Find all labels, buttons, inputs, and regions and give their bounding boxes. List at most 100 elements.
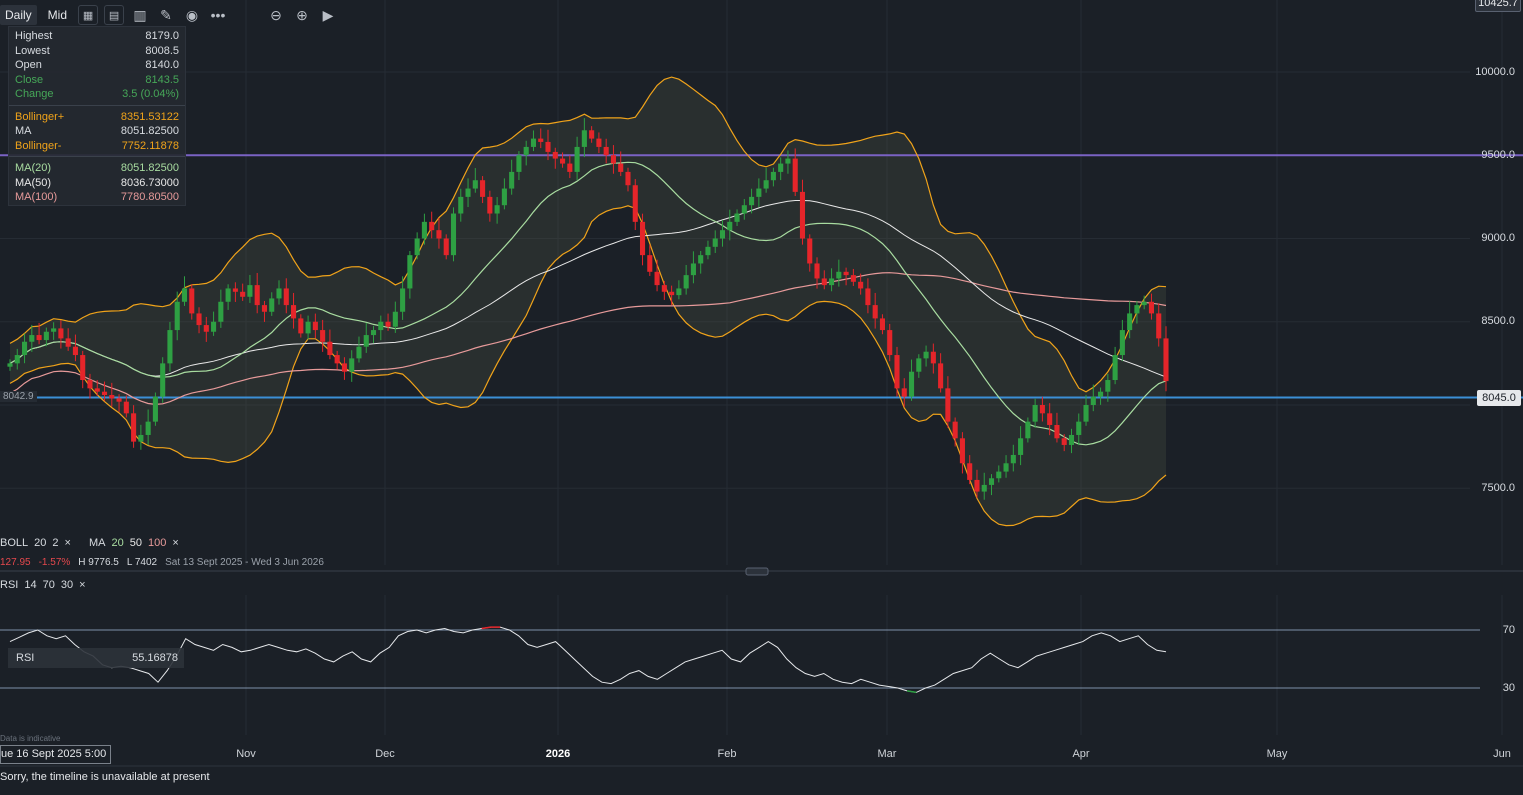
candle bbox=[480, 180, 486, 197]
candle bbox=[669, 291, 675, 296]
candle bbox=[974, 479, 980, 492]
range-high: H 9776.5 bbox=[78, 557, 119, 568]
zoom-in-icon[interactable]: ⊕ bbox=[296, 6, 308, 23]
candle bbox=[327, 341, 333, 356]
rsi-tick-70: 70 bbox=[1502, 624, 1515, 636]
ma100-value: 7780.80500 bbox=[120, 191, 179, 203]
price-mode-button[interactable]: Mid bbox=[47, 8, 68, 22]
zoom-out-icon[interactable]: ⊖ bbox=[270, 6, 282, 23]
candle bbox=[254, 285, 260, 306]
candle bbox=[414, 238, 420, 256]
candle bbox=[821, 278, 827, 286]
candle bbox=[1163, 338, 1169, 382]
ma50-label: MA(50) bbox=[15, 176, 52, 189]
candle bbox=[138, 434, 144, 442]
candle bbox=[1076, 421, 1082, 435]
ma20-row: MA(20) 8051.82500 bbox=[9, 161, 185, 176]
candle bbox=[530, 138, 537, 147]
candle bbox=[858, 281, 864, 289]
bollinger-plus-value: 8351.53122 bbox=[120, 110, 179, 123]
lowest-row: Lowest 8008.5 bbox=[9, 44, 185, 59]
candle bbox=[770, 171, 776, 181]
change-value: 3.5 (0.04%) bbox=[122, 88, 179, 100]
candle bbox=[712, 238, 718, 247]
rsi-close-icon[interactable]: × bbox=[79, 579, 86, 591]
last-price-partial: 127.95 bbox=[0, 557, 31, 568]
candle bbox=[320, 330, 326, 342]
indicators-icon[interactable]: ▤ bbox=[104, 5, 125, 25]
rsi-upper: 70 bbox=[42, 579, 55, 591]
boll-label[interactable]: BOLL bbox=[0, 537, 29, 549]
rsi-overbought-segment bbox=[481, 626, 492, 630]
candle bbox=[1119, 330, 1125, 356]
candle bbox=[625, 171, 631, 186]
candle bbox=[763, 180, 769, 189]
candle bbox=[51, 328, 57, 332]
rsi-period: 14 bbox=[24, 579, 37, 591]
rsi-lower: 30 bbox=[60, 579, 74, 591]
draw-icon[interactable]: ✎ bbox=[160, 6, 172, 23]
candle bbox=[799, 191, 806, 239]
bollinger-lower-line bbox=[9, 205, 1167, 527]
candle bbox=[21, 341, 28, 356]
rsi-legend-label[interactable]: RSI bbox=[0, 579, 19, 591]
bollinger-band-fill bbox=[10, 77, 1166, 526]
chart-type-icon[interactable]: ▥ bbox=[133, 6, 147, 23]
candle bbox=[458, 196, 464, 214]
bollinger-plus-label: Bollinger+ bbox=[15, 110, 65, 123]
rsi-legend: RSI 14 70 30 × bbox=[0, 579, 86, 591]
x-label-dec: Dec bbox=[375, 748, 395, 760]
x-label-2026: 2026 bbox=[545, 748, 571, 760]
lowest-label: Lowest bbox=[15, 44, 50, 57]
candle bbox=[145, 421, 151, 435]
candle bbox=[43, 331, 49, 341]
candle bbox=[109, 395, 115, 399]
candle bbox=[1018, 438, 1024, 455]
visibility-icon[interactable]: ◉ bbox=[185, 6, 199, 23]
close-label: Close bbox=[15, 73, 44, 86]
candle bbox=[967, 463, 973, 480]
candle bbox=[421, 221, 427, 239]
boll-deviation: 2 bbox=[52, 537, 59, 549]
candle bbox=[429, 221, 435, 231]
candle bbox=[232, 288, 238, 292]
candle bbox=[749, 196, 755, 206]
candle bbox=[705, 246, 711, 256]
candle bbox=[80, 355, 86, 381]
candle bbox=[523, 146, 529, 156]
info-divider bbox=[9, 104, 185, 106]
compare-icon[interactable]: ▦ bbox=[78, 5, 99, 25]
rsi-oversold-segment bbox=[906, 690, 917, 694]
ma-value: 8051.82500 bbox=[120, 125, 179, 137]
ma-close-icon[interactable]: × bbox=[172, 537, 179, 549]
candle bbox=[94, 388, 100, 392]
candle bbox=[487, 196, 493, 214]
boll-close-icon[interactable]: × bbox=[64, 537, 71, 549]
candle bbox=[283, 288, 289, 306]
candle bbox=[131, 413, 137, 442]
candle bbox=[116, 398, 122, 402]
go-to-end-icon[interactable]: ▶ bbox=[322, 6, 334, 23]
ma20-line bbox=[9, 161, 1167, 446]
candle bbox=[160, 363, 166, 397]
timeframe-button[interactable]: Daily bbox=[0, 5, 37, 25]
candle bbox=[639, 221, 646, 256]
candle bbox=[654, 271, 660, 286]
candle bbox=[450, 213, 457, 256]
ma-legend-label[interactable]: MA bbox=[88, 537, 106, 549]
candle bbox=[211, 321, 217, 332]
more-icon[interactable]: ••• bbox=[210, 7, 226, 23]
ma100-row: MA(100) 7780.80500 bbox=[9, 190, 185, 205]
candle bbox=[552, 151, 558, 159]
highest-value: 8179.0 bbox=[145, 30, 179, 42]
candle bbox=[443, 238, 449, 256]
candle bbox=[1098, 391, 1104, 397]
candle bbox=[1003, 463, 1009, 472]
candle bbox=[734, 213, 740, 222]
y-tick-9500: 9500.0 bbox=[1481, 149, 1515, 161]
change-percent: -1.57% bbox=[38, 557, 71, 568]
open-row: Open 8140.0 bbox=[9, 58, 185, 73]
candle bbox=[1127, 313, 1133, 331]
candle bbox=[58, 328, 64, 339]
